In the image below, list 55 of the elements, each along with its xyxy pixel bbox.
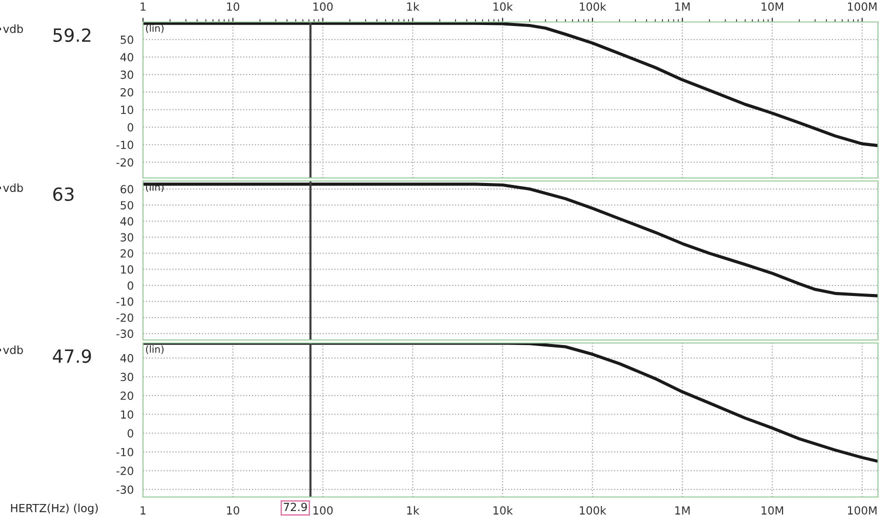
x-tick-label: 100M (848, 2, 876, 11)
y-tick-label: -20 (116, 158, 134, 167)
ref-line-label: 72.9 (284, 502, 307, 512)
x-tick-label: 100 (313, 2, 333, 11)
x-tick-label: 100M (848, 506, 876, 515)
annotation: (lin) (146, 24, 164, 34)
y-tick-label: 30 (120, 70, 134, 79)
x-axis-title: HERTZ(Hz) (log) (11, 504, 98, 514)
x-tick-label: 1 (140, 2, 146, 11)
text: 63 (53, 187, 74, 201)
y-tick-label: 0 (128, 429, 134, 438)
x-tick-label: 1k (407, 2, 420, 11)
y-tick-label: 50 (120, 36, 134, 44)
y-tick-label: -20 (116, 466, 134, 476)
y-tick-label: -30 (116, 485, 134, 494)
y-tick-label: 40 (120, 53, 134, 62)
x-tick-label: 10 (227, 506, 240, 515)
y-tick-label: 20 (120, 392, 134, 400)
x-tick-label: 10M (762, 2, 784, 11)
x-tick-label: 10M (762, 506, 784, 515)
y-tick-label: 20 (120, 249, 134, 258)
y-tick-label: 10 (121, 106, 134, 114)
y-tick-label: 10 (121, 265, 134, 274)
annotation: (lin) (146, 345, 164, 354)
text: 47.9 (52, 349, 91, 363)
x-tick-label: 10k (494, 506, 513, 515)
x-tick-label: 100k (580, 2, 606, 11)
y-tick-label: -20 (116, 313, 134, 322)
x-tick-label: 100k (580, 506, 606, 515)
y-tick-label: -30 (116, 330, 134, 338)
y-tick-label: 30 (120, 372, 134, 382)
y-tick-label: 40 (120, 354, 134, 362)
annotation: (lin) (146, 183, 164, 192)
y-tick-label: -10 (116, 448, 134, 456)
legend-label: vdb (3, 183, 23, 192)
x-tick-label: 1M (675, 506, 690, 514)
x-tick-label: 10 (227, 2, 240, 11)
x-tick-label: 100 (313, 506, 333, 515)
x-tick-label: 1 (140, 506, 146, 514)
y-tick-label: 0 (128, 281, 134, 290)
y-tick-label: -10 (116, 140, 134, 150)
y-tick-label: 60 (120, 185, 134, 194)
y-tick-label: 20 (120, 88, 134, 96)
x-tick-label: 1k (407, 506, 420, 514)
y-tick-label: 30 (120, 233, 134, 242)
y-tick-label: 10 (121, 410, 134, 419)
text: 59.2 (53, 28, 90, 42)
legend-label: vdb (3, 345, 23, 354)
x-tick-label: 1M (675, 2, 690, 11)
x-tick-label: 10k (494, 2, 513, 11)
y-tick-label: 50 (120, 201, 134, 210)
legend-label: vdb (3, 24, 23, 34)
y-tick-label: -10 (116, 297, 134, 306)
y-tick-label: 0 (128, 123, 134, 132)
y-tick-label: 40 (120, 217, 134, 226)
